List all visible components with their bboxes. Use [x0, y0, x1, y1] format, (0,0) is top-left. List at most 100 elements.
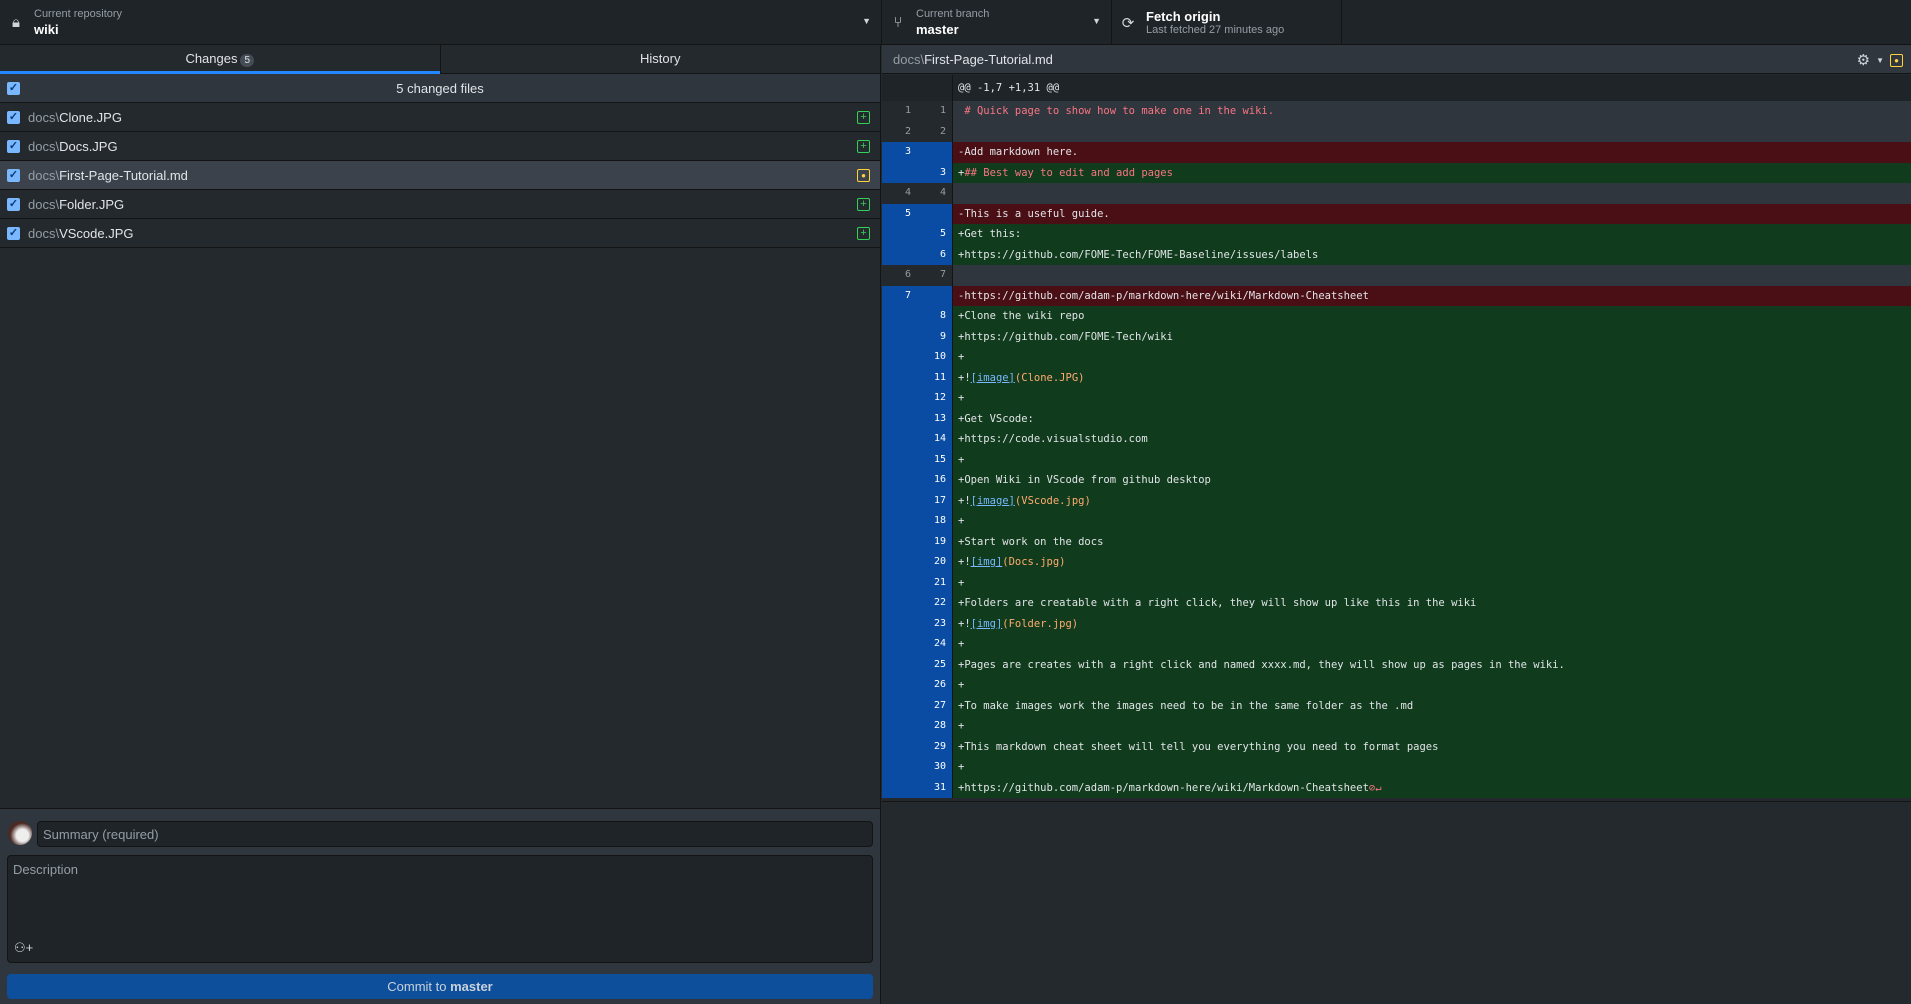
old-line-number[interactable]	[882, 490, 917, 511]
old-line-number[interactable]	[882, 613, 917, 634]
new-line-number[interactable]: 23	[917, 613, 952, 634]
old-line-number[interactable]	[882, 552, 917, 573]
gear-icon[interactable]: ⚙	[1856, 52, 1871, 69]
old-line-number[interactable]	[882, 511, 917, 532]
file-list-item[interactable]: ✓ docs\ Folder.JPG +	[0, 190, 880, 219]
new-line-number[interactable]: 12	[917, 388, 952, 409]
new-line-number[interactable]: 26	[917, 675, 952, 696]
old-line-number[interactable]	[882, 736, 917, 757]
new-line-number[interactable]: 3	[917, 162, 952, 183]
new-line-number[interactable]	[917, 285, 952, 306]
old-line-number[interactable]	[882, 367, 917, 388]
new-line-number[interactable]: 15	[917, 449, 952, 470]
new-line-number[interactable]	[917, 203, 952, 224]
old-line-number[interactable]	[882, 449, 917, 470]
new-line-number[interactable]: 28	[917, 716, 952, 737]
fetch-origin-button[interactable]: ⟳ Fetch origin Last fetched 27 minutes ag…	[1112, 0, 1342, 45]
file-list-item[interactable]: ✓ docs\ First-Page-Tutorial.md ●	[0, 161, 880, 190]
old-line-number[interactable]	[882, 224, 917, 245]
file-list-item[interactable]: ✓ docs\ Clone.JPG +	[0, 103, 880, 132]
file-checkbox[interactable]: ✓	[7, 197, 20, 211]
old-line-number[interactable]	[882, 244, 917, 265]
diff-line-content: +	[952, 634, 1911, 655]
old-line-number[interactable]: 5	[882, 203, 917, 224]
old-line-number[interactable]: 1	[882, 101, 917, 122]
new-line-number[interactable]: 10	[917, 347, 952, 368]
new-line-number[interactable]	[917, 142, 952, 163]
old-line-number[interactable]	[882, 634, 917, 655]
new-line-number[interactable]: 21	[917, 572, 952, 593]
old-line-number[interactable]	[882, 388, 917, 409]
old-line-number[interactable]: 6	[882, 265, 917, 286]
new-line-number[interactable]: 13	[917, 408, 952, 429]
diff-line: 7 -https://github.com/adam-p/markdown-her…	[882, 285, 1911, 306]
summary-input[interactable]: Summary (required)	[37, 821, 873, 847]
new-line-number[interactable]: 22	[917, 593, 952, 614]
new-line-number[interactable]	[917, 75, 952, 101]
tab-history[interactable]: History	[441, 45, 881, 73]
new-line-number[interactable]: 11	[917, 367, 952, 388]
new-line-number[interactable]: 7	[917, 265, 952, 286]
new-line-number[interactable]: 2	[917, 121, 952, 142]
old-line-number[interactable]: 3	[882, 142, 917, 163]
new-line-number[interactable]: 8	[917, 306, 952, 327]
diff-line-content: +	[952, 572, 1911, 593]
old-line-number[interactable]	[882, 675, 917, 696]
old-line-number[interactable]	[882, 75, 917, 101]
old-line-number[interactable]: 4	[882, 183, 917, 204]
old-line-number[interactable]	[882, 695, 917, 716]
chevron-down-icon[interactable]: ▼	[1876, 55, 1884, 65]
branch-selector[interactable]: ⑂ Current branch master ▼	[882, 0, 1112, 45]
diff-text: +https://github.com/FOME-Tech/wiki	[958, 330, 1173, 343]
diff-line-content	[952, 183, 1911, 204]
new-line-number[interactable]: 4	[917, 183, 952, 204]
old-line-number[interactable]	[882, 429, 917, 450]
new-line-number[interactable]: 16	[917, 470, 952, 491]
select-all-checkbox[interactable]: ✓	[7, 81, 20, 95]
old-line-number[interactable]: 2	[882, 121, 917, 142]
old-line-number[interactable]	[882, 593, 917, 614]
new-line-number[interactable]: 1	[917, 101, 952, 122]
old-line-number[interactable]	[882, 777, 917, 798]
file-list-item[interactable]: ✓ docs\ VScode.JPG +	[0, 219, 880, 248]
old-line-number[interactable]	[882, 326, 917, 347]
diff-line: 12 +	[882, 388, 1911, 409]
file-checkbox[interactable]: ✓	[7, 110, 20, 124]
new-line-number[interactable]: 27	[917, 695, 952, 716]
diff-text: +https://github.com/adam-p/markdown-here…	[958, 781, 1369, 794]
diff-line: 20 +![img](Docs.jpg)	[882, 552, 1911, 573]
commit-button[interactable]: Commit to master	[7, 974, 873, 999]
old-line-number[interactable]	[882, 654, 917, 675]
new-line-number[interactable]: 25	[917, 654, 952, 675]
repository-selector[interactable]: 🔒︎ Current repository wiki ▼	[0, 0, 882, 45]
new-line-number[interactable]: 29	[917, 736, 952, 757]
add-coauthor-icon[interactable]: ⚇+	[14, 940, 34, 955]
old-line-number[interactable]	[882, 408, 917, 429]
new-line-number[interactable]: 24	[917, 634, 952, 655]
old-line-number[interactable]	[882, 716, 917, 737]
old-line-number[interactable]	[882, 162, 917, 183]
old-line-number[interactable]	[882, 572, 917, 593]
file-checkbox[interactable]: ✓	[7, 168, 20, 182]
description-input[interactable]: Description ⚇+	[7, 855, 873, 963]
old-line-number[interactable]	[882, 306, 917, 327]
file-list-item[interactable]: ✓ docs\ Docs.JPG +	[0, 132, 880, 161]
new-line-number[interactable]: 9	[917, 326, 952, 347]
file-checkbox[interactable]: ✓	[7, 139, 20, 153]
new-line-number[interactable]: 20	[917, 552, 952, 573]
new-line-number[interactable]: 31	[917, 777, 952, 798]
old-line-number[interactable]: 7	[882, 285, 917, 306]
tab-changes[interactable]: Changes 5	[0, 45, 441, 74]
new-line-number[interactable]: 17	[917, 490, 952, 511]
new-line-number[interactable]: 19	[917, 531, 952, 552]
new-line-number[interactable]: 14	[917, 429, 952, 450]
new-line-number[interactable]: 18	[917, 511, 952, 532]
new-line-number[interactable]: 6	[917, 244, 952, 265]
old-line-number[interactable]	[882, 470, 917, 491]
old-line-number[interactable]	[882, 757, 917, 778]
new-line-number[interactable]: 5	[917, 224, 952, 245]
old-line-number[interactable]	[882, 347, 917, 368]
file-checkbox[interactable]: ✓	[7, 226, 20, 240]
new-line-number[interactable]: 30	[917, 757, 952, 778]
old-line-number[interactable]	[882, 531, 917, 552]
